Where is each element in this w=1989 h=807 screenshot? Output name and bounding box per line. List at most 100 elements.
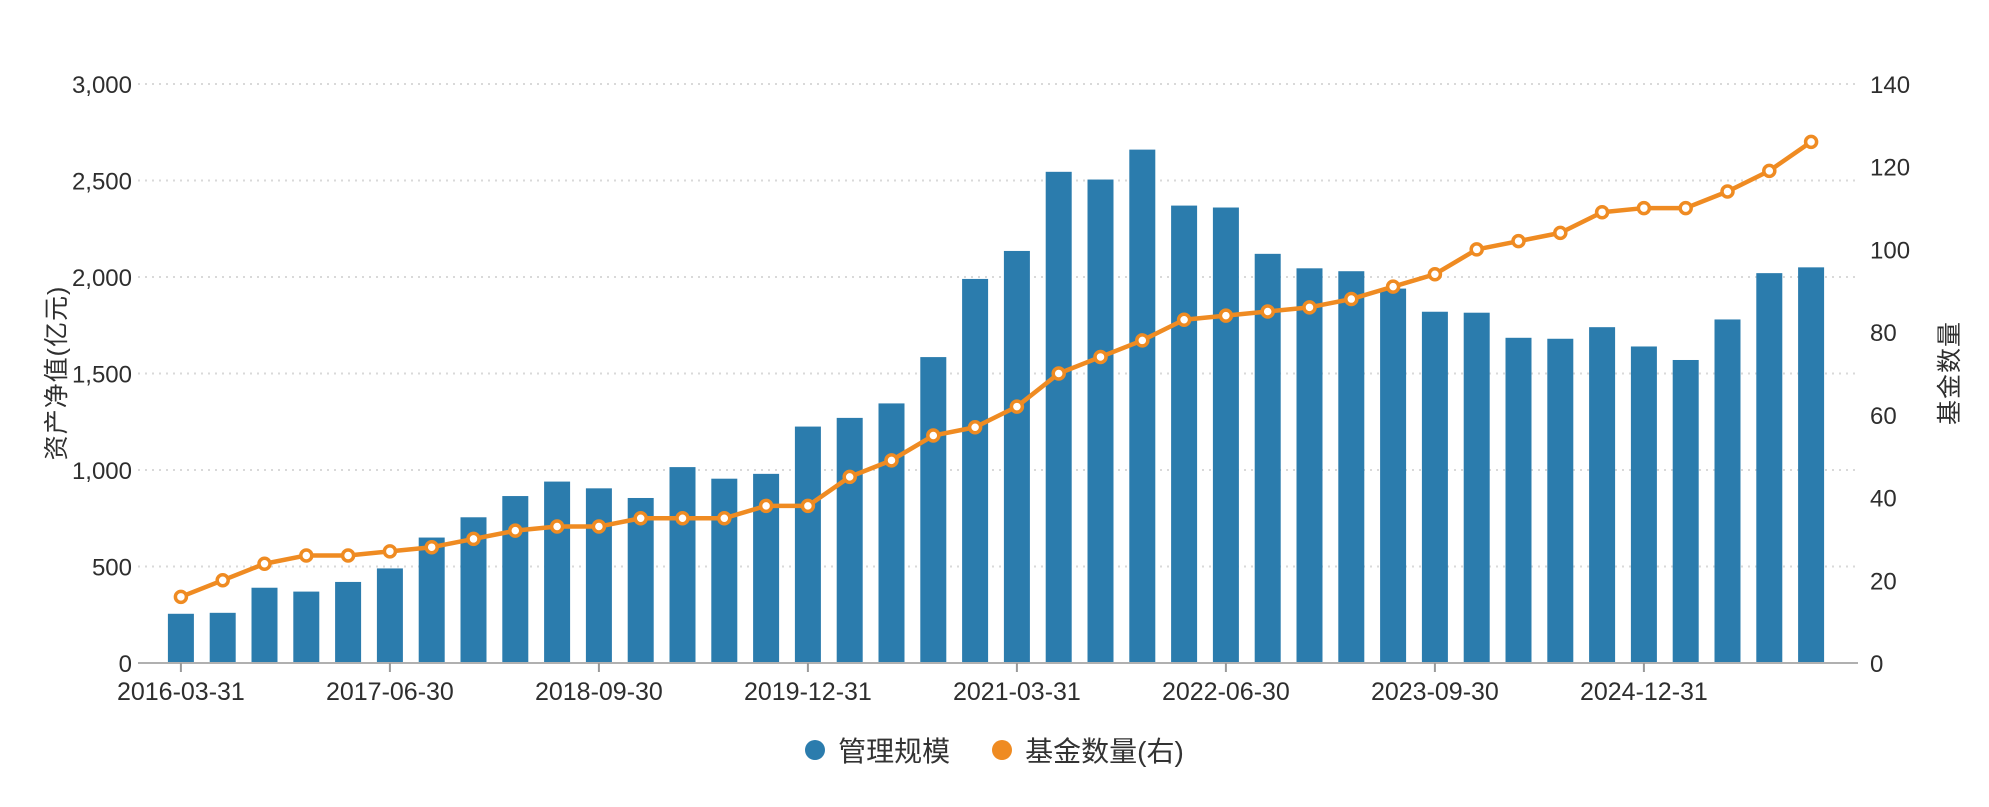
bar[interactable]	[1338, 271, 1365, 663]
line-marker[interactable]	[1636, 200, 1652, 216]
line-marker[interactable]	[758, 498, 774, 514]
bar[interactable]	[1045, 171, 1072, 663]
line-marker[interactable]	[1594, 204, 1610, 220]
line-marker[interactable]	[1720, 184, 1735, 199]
bar[interactable]	[711, 478, 738, 663]
line-marker[interactable]	[842, 469, 857, 485]
line-marker[interactable]	[549, 519, 565, 534]
line-marker[interactable]	[382, 544, 398, 559]
line-marker[interactable]	[591, 519, 607, 534]
x-tick-label: 2019-12-31	[744, 678, 872, 706]
line-marker[interactable]	[1385, 279, 1401, 294]
line-marker[interactable]	[257, 556, 272, 571]
x-tick-label: 2017-06-30	[326, 678, 454, 706]
line-marker[interactable]	[800, 498, 816, 514]
bar[interactable]	[335, 581, 362, 663]
x-tick-label: 2022-06-30	[1162, 678, 1290, 706]
line-marker[interactable]	[1511, 233, 1526, 249]
bar[interactable]	[1547, 338, 1574, 663]
bar[interactable]	[1087, 179, 1114, 663]
right-axis-title: 基金数量	[1936, 320, 1964, 426]
bar[interactable]	[293, 591, 320, 663]
line-marker[interactable]	[424, 539, 439, 555]
bar[interactable]	[962, 278, 989, 663]
legend: 管理规模 基金数量(右)	[0, 730, 1989, 770]
line-series-dot-icon	[992, 740, 1013, 760]
line-marker[interactable]	[884, 453, 899, 468]
line-marker[interactable]	[675, 511, 690, 526]
bar[interactable]	[836, 417, 863, 663]
bar[interactable]	[209, 612, 236, 663]
bar[interactable]	[544, 481, 571, 663]
line-marker[interactable]	[466, 531, 481, 547]
line-marker[interactable]	[1427, 266, 1443, 282]
bar[interactable]	[376, 568, 403, 663]
right-tick-label: 60	[1870, 403, 1897, 430]
right-tick-label: 80	[1870, 320, 1897, 347]
bar[interactable]	[1589, 327, 1616, 663]
bar[interactable]	[878, 403, 905, 663]
x-tick-label: 2016-03-31	[117, 678, 245, 706]
legend-item-line-series[interactable]: 基金数量(右)	[992, 730, 1184, 770]
bar[interactable]	[1003, 250, 1030, 663]
line-marker[interactable]	[717, 511, 732, 526]
line-marker[interactable]	[1803, 134, 1819, 150]
bar[interactable]	[585, 488, 612, 663]
bar[interactable]	[1630, 346, 1657, 663]
bar[interactable]	[1463, 312, 1490, 663]
right-tick-label: 120	[1870, 155, 1910, 182]
legend-item-bar-series[interactable]: 管理规模	[805, 730, 950, 770]
line-marker[interactable]	[1553, 225, 1568, 241]
bar[interactable]	[1505, 337, 1532, 663]
bar[interactable]	[1421, 311, 1448, 663]
left-tick-label: 500	[92, 555, 132, 582]
line-marker[interactable]	[173, 589, 189, 605]
line-marker[interactable]	[926, 428, 941, 443]
left-tick-label: 2,000	[72, 265, 132, 292]
right-tick-label: 20	[1870, 568, 1897, 595]
line-marker[interactable]	[1218, 308, 1234, 323]
x-tick-label: 2018-09-30	[535, 678, 663, 706]
line-marker[interactable]	[1260, 304, 1275, 319]
bar[interactable]	[920, 357, 947, 663]
bar[interactable]	[669, 467, 696, 663]
line-marker[interactable]	[1093, 349, 1108, 365]
bar[interactable]	[1756, 273, 1783, 663]
line-marker[interactable]	[1302, 300, 1317, 315]
bar[interactable]	[1171, 205, 1198, 663]
line-marker[interactable]	[340, 548, 356, 563]
line-marker[interactable]	[1176, 312, 1192, 327]
line-marker[interactable]	[1678, 200, 1693, 216]
left-tick-label: 3,000	[72, 72, 132, 99]
bar[interactable]	[167, 613, 194, 663]
bar[interactable]	[1212, 207, 1239, 663]
line-marker[interactable]	[1469, 242, 1484, 257]
line-marker[interactable]	[299, 548, 314, 563]
bar[interactable]	[1254, 253, 1281, 663]
right-tick-label: 0	[1870, 651, 1883, 678]
line-marker[interactable]	[508, 523, 523, 538]
bar[interactable]	[1129, 149, 1156, 663]
line-marker[interactable]	[1135, 333, 1150, 348]
bar[interactable]	[1714, 319, 1741, 663]
legend-label: 基金数量(右)	[1025, 736, 1184, 767]
line-marker[interactable]	[215, 573, 230, 588]
line-marker[interactable]	[1009, 399, 1025, 414]
left-tick-label: 0	[119, 651, 132, 678]
bar[interactable]	[1672, 359, 1699, 663]
bar[interactable]	[1380, 288, 1407, 663]
line-marker[interactable]	[1051, 366, 1066, 381]
bar[interactable]	[794, 426, 821, 663]
bar[interactable]	[251, 587, 278, 663]
bar[interactable]	[502, 496, 529, 663]
bar[interactable]	[1296, 268, 1323, 663]
bar[interactable]	[418, 537, 445, 663]
right-tick-label: 100	[1870, 237, 1910, 264]
line-marker[interactable]	[1762, 163, 1777, 179]
line-marker[interactable]	[1344, 291, 1359, 307]
line-marker[interactable]	[967, 420, 983, 435]
x-tick-label: 2023-09-30	[1371, 678, 1499, 706]
line-marker[interactable]	[633, 511, 648, 526]
bar[interactable]	[1798, 267, 1825, 663]
